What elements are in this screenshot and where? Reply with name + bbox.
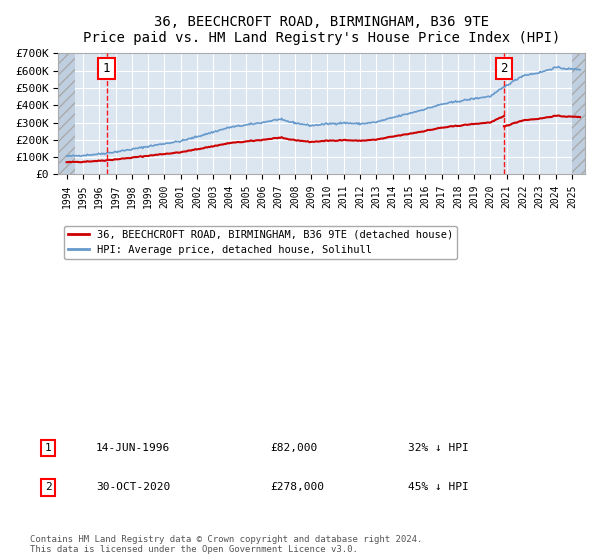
Text: 2: 2 xyxy=(44,482,52,492)
Text: £82,000: £82,000 xyxy=(270,443,317,453)
Text: 30-OCT-2020: 30-OCT-2020 xyxy=(96,482,170,492)
Text: 45% ↓ HPI: 45% ↓ HPI xyxy=(408,482,469,492)
Text: 14-JUN-1996: 14-JUN-1996 xyxy=(96,443,170,453)
Bar xyxy=(572,53,585,174)
Text: Contains HM Land Registry data © Crown copyright and database right 2024.
This d: Contains HM Land Registry data © Crown c… xyxy=(30,535,422,554)
Text: 1: 1 xyxy=(44,443,52,453)
Text: £278,000: £278,000 xyxy=(270,482,324,492)
Text: 32% ↓ HPI: 32% ↓ HPI xyxy=(408,443,469,453)
Bar xyxy=(58,53,75,174)
Legend: 36, BEECHCROFT ROAD, BIRMINGHAM, B36 9TE (detached house), HPI: Average price, d: 36, BEECHCROFT ROAD, BIRMINGHAM, B36 9TE… xyxy=(64,226,457,259)
Title: 36, BEECHCROFT ROAD, BIRMINGHAM, B36 9TE
Price paid vs. HM Land Registry's House: 36, BEECHCROFT ROAD, BIRMINGHAM, B36 9TE… xyxy=(83,15,560,45)
Text: 2: 2 xyxy=(500,62,508,75)
Text: 1: 1 xyxy=(103,62,110,75)
